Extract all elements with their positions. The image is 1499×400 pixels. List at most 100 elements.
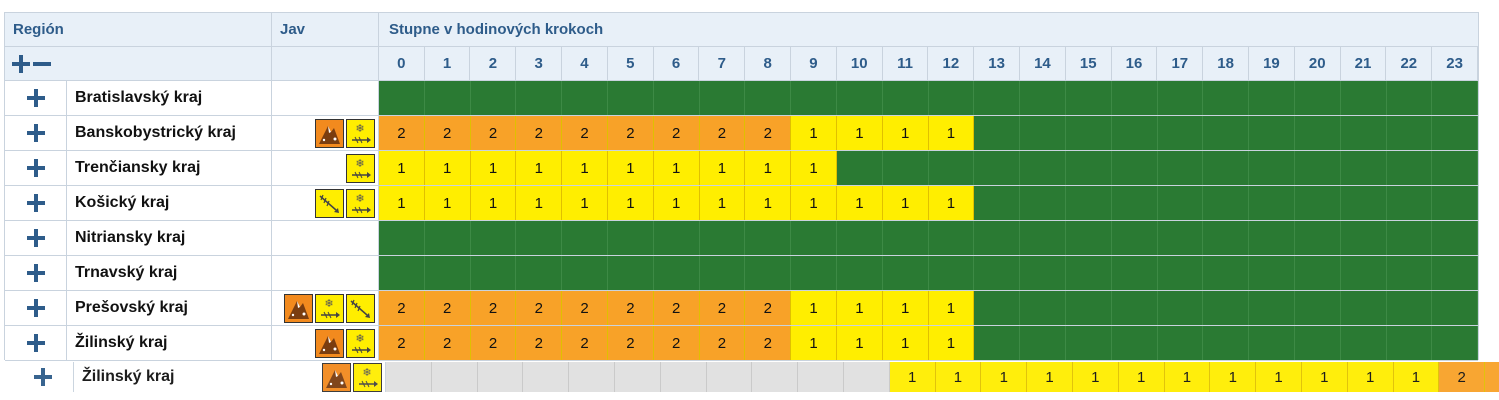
- hour-cell: [1203, 151, 1250, 185]
- phenomenon-icons: ❄: [272, 151, 379, 185]
- svg-text:❄: ❄: [355, 122, 364, 135]
- hour-cell: 2: [699, 326, 746, 360]
- hour-cell: 1: [1393, 362, 1440, 392]
- hour-cell: 1: [836, 291, 883, 325]
- hour-cell: [1065, 326, 1112, 360]
- plus-icon: [33, 367, 53, 387]
- hour-cell: [836, 151, 883, 185]
- hour-cell: [752, 362, 799, 392]
- avalanche-icon[interactable]: [315, 328, 344, 358]
- expand-all-icon[interactable]: [11, 54, 31, 74]
- avalanche-icon[interactable]: [284, 293, 313, 323]
- hour-cell: [1157, 256, 1204, 290]
- hour-cell: [1203, 116, 1250, 150]
- hour-cell: 1: [928, 291, 975, 325]
- hour-label: 1: [424, 47, 471, 81]
- wind-icon[interactable]: [315, 188, 344, 218]
- hour-cell: [1065, 186, 1112, 220]
- hour-cell: 1: [1164, 362, 1211, 392]
- hour-cell: [1020, 186, 1066, 220]
- ghost-row: Žilinský kraj❄11111111111122: [12, 362, 1499, 392]
- hour-cell: [523, 362, 570, 392]
- hour-cell: 1: [1347, 362, 1394, 392]
- hour-cell: 2: [379, 291, 425, 325]
- hour-cell: [1294, 116, 1341, 150]
- region-name: Trenčiansky kraj: [67, 151, 272, 185]
- hour-cell: [516, 256, 563, 290]
- hour-cell: [1386, 291, 1433, 325]
- expand-row-button[interactable]: [5, 151, 67, 185]
- hour-cell: [1386, 256, 1433, 290]
- snow-icon[interactable]: ❄: [353, 362, 382, 392]
- hour-cell: [386, 362, 432, 392]
- hour-cell: 2: [1485, 362, 1499, 392]
- hour-cell: 1: [470, 186, 517, 220]
- hour-cell: [1249, 221, 1295, 255]
- hour-cell: [1294, 291, 1341, 325]
- hour-label: 8: [745, 47, 792, 81]
- expand-row-button[interactable]: [5, 186, 67, 220]
- hour-cell: [1340, 256, 1387, 290]
- hour-cell: [614, 362, 661, 392]
- hour-label: 7: [699, 47, 746, 81]
- hour-cell: [699, 81, 746, 115]
- phenomenon-icons: [272, 81, 379, 115]
- avalanche-icon[interactable]: [322, 362, 351, 392]
- hour-cell: [882, 256, 929, 290]
- phenomenon-icons: ❄: [272, 291, 379, 325]
- hour-cell: [431, 362, 478, 392]
- hour-cell: [1294, 326, 1341, 360]
- avalanche-icon[interactable]: [315, 118, 344, 148]
- hour-cell: 1: [653, 151, 700, 185]
- hour-cell: [974, 326, 1021, 360]
- region-name: Banskobystrický kraj: [67, 116, 272, 150]
- hour-label: 16: [1111, 47, 1158, 81]
- expand-row-button[interactable]: [5, 81, 67, 115]
- hour-cell: [653, 81, 700, 115]
- expand-row-button[interactable]: [5, 116, 67, 150]
- hour-cell: 2: [562, 291, 608, 325]
- snow-icon[interactable]: ❄: [315, 293, 344, 323]
- svg-text:❄: ❄: [355, 192, 364, 205]
- hour-cells: [379, 256, 1479, 290]
- expand-row-button[interactable]: [5, 326, 67, 360]
- hour-cell: 2: [562, 116, 608, 150]
- hour-cell: 1: [607, 186, 654, 220]
- hour-cell: 2: [562, 326, 608, 360]
- hour-cell: 2: [470, 116, 517, 150]
- hour-cell: 2: [424, 116, 471, 150]
- region-row: Košický kraj ❄ 1 1 1 1 1 1 1 1 1 1 1 1 1: [5, 186, 1479, 221]
- wind-icon[interactable]: [346, 293, 375, 323]
- hour-cells: [379, 221, 1479, 255]
- snow-icon[interactable]: ❄: [346, 153, 375, 183]
- snow-icon[interactable]: ❄: [346, 188, 375, 218]
- hour-cell: [1249, 151, 1295, 185]
- hour-cell: 1: [699, 186, 746, 220]
- hour-label: 19: [1249, 47, 1295, 81]
- expand-row-button[interactable]: [5, 221, 67, 255]
- hour-cell: [1157, 326, 1204, 360]
- hour-cell: [1157, 186, 1204, 220]
- hour-cell: [1386, 221, 1433, 255]
- phenomenon-icons: ❄: [272, 326, 379, 360]
- region-row: Žilinský kraj ❄ 2 2 2 2 2 2 2 2 2 1 1 1 1: [5, 326, 1479, 361]
- hour-cell: [424, 256, 471, 290]
- region-row: Nitriansky kraj: [5, 221, 1479, 256]
- hour-cell: [836, 256, 883, 290]
- expand-row-button[interactable]: [12, 362, 74, 392]
- hour-cell: [569, 362, 615, 392]
- hour-cell: 1: [889, 362, 936, 392]
- svg-text:❄: ❄: [355, 332, 364, 345]
- snow-icon[interactable]: ❄: [346, 328, 375, 358]
- collapse-all-icon[interactable]: [33, 54, 51, 74]
- hour-cell: [882, 151, 929, 185]
- plus-icon: [26, 333, 46, 353]
- snow-icon[interactable]: ❄: [346, 118, 375, 148]
- hour-cell: 2: [653, 116, 700, 150]
- hour-cell: [1432, 151, 1479, 185]
- expand-row-button[interactable]: [5, 291, 67, 325]
- expand-row-button[interactable]: [5, 256, 67, 290]
- plus-icon: [26, 123, 46, 143]
